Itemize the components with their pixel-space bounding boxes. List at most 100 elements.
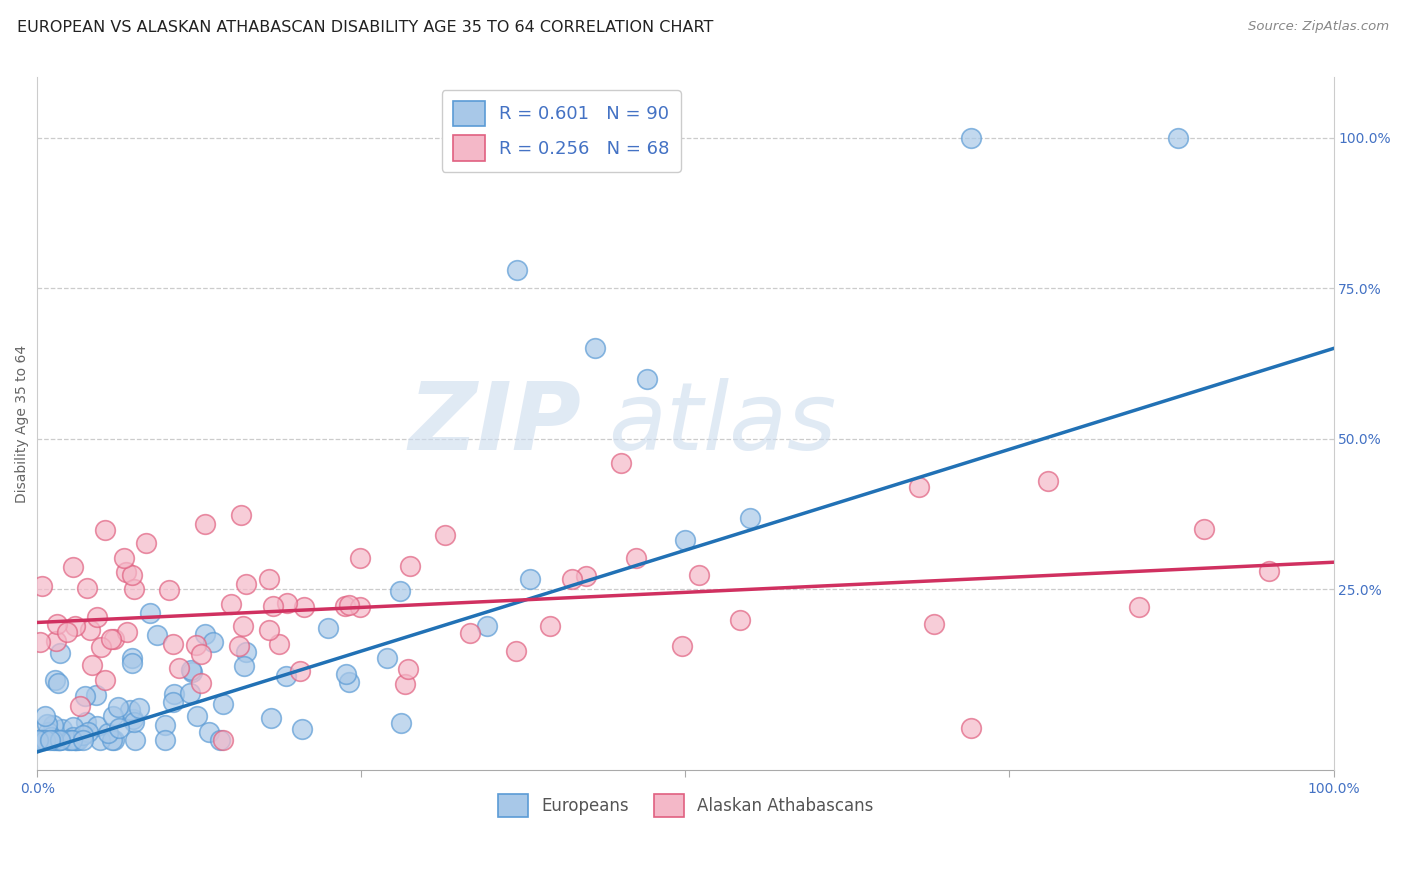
Point	[42, 718, 65, 732]
Point	[575, 568, 598, 582]
Point	[62, 720, 84, 734]
Text: ZIP: ZIP	[409, 377, 582, 470]
Point	[103, 732, 125, 747]
Point	[65, 618, 87, 632]
Point	[128, 701, 150, 715]
Point	[124, 732, 146, 747]
Point	[162, 695, 184, 709]
Point	[46, 676, 69, 690]
Point	[32, 732, 55, 747]
Point	[396, 662, 419, 676]
Point	[107, 699, 129, 714]
Point	[186, 709, 208, 723]
Point	[190, 647, 212, 661]
Point	[115, 566, 138, 580]
Point	[55, 624, 77, 639]
Point	[232, 619, 254, 633]
Point	[44, 732, 66, 747]
Point	[120, 703, 142, 717]
Point	[153, 718, 176, 732]
Point	[339, 675, 361, 690]
Point	[89, 732, 111, 747]
Point	[157, 582, 180, 597]
Point	[231, 508, 253, 523]
Point	[1257, 564, 1279, 578]
Point	[538, 619, 561, 633]
Point	[60, 732, 83, 747]
Text: Source: ZipAtlas.com: Source: ZipAtlas.com	[1249, 20, 1389, 33]
Point	[583, 342, 606, 356]
Point	[27, 732, 49, 747]
Point	[42, 732, 65, 747]
Point	[1167, 130, 1189, 145]
Point	[259, 624, 281, 638]
Point	[108, 721, 131, 735]
Point	[197, 725, 219, 739]
Point	[519, 572, 541, 586]
Point	[67, 732, 90, 747]
Point	[375, 650, 398, 665]
Point	[212, 732, 235, 747]
Point	[65, 732, 87, 747]
Point	[46, 617, 69, 632]
Point	[135, 536, 157, 550]
Point	[671, 639, 693, 653]
Point	[257, 572, 280, 586]
Point	[959, 721, 981, 735]
Point	[30, 732, 52, 747]
Point	[959, 130, 981, 145]
Point	[1192, 522, 1215, 536]
Point	[235, 645, 257, 659]
Point	[291, 722, 314, 736]
Point	[45, 634, 67, 648]
Point	[169, 661, 191, 675]
Point	[201, 635, 224, 649]
Point	[124, 582, 146, 597]
Point	[31, 732, 53, 747]
Legend: Europeans, Alaskan Athabascans: Europeans, Alaskan Athabascans	[491, 787, 880, 824]
Point	[58, 732, 80, 747]
Point	[728, 613, 751, 627]
Point	[63, 732, 86, 747]
Point	[228, 640, 250, 654]
Point	[181, 665, 204, 679]
Point	[388, 584, 411, 599]
Point	[44, 673, 66, 688]
Point	[75, 714, 97, 729]
Point	[101, 732, 124, 747]
Point	[39, 730, 62, 744]
Point	[51, 722, 73, 736]
Point	[399, 559, 422, 574]
Point	[434, 527, 457, 541]
Point	[121, 712, 143, 726]
Point	[139, 606, 162, 620]
Point	[335, 666, 357, 681]
Point	[636, 371, 658, 385]
Point	[335, 599, 357, 614]
Point	[34, 709, 56, 723]
Point	[624, 551, 647, 566]
Point	[276, 668, 298, 682]
Point	[505, 644, 527, 658]
Point	[49, 732, 72, 747]
Point	[146, 628, 169, 642]
Point	[194, 627, 217, 641]
Point	[80, 658, 103, 673]
Point	[394, 677, 416, 691]
Point	[77, 724, 100, 739]
Point	[73, 690, 96, 704]
Point	[72, 728, 94, 742]
Point	[30, 635, 52, 649]
Point	[190, 676, 212, 690]
Point	[316, 621, 339, 635]
Point	[115, 625, 138, 640]
Point	[389, 715, 412, 730]
Point	[121, 650, 143, 665]
Point	[31, 579, 53, 593]
Point	[179, 686, 201, 700]
Point	[49, 646, 72, 660]
Point	[34, 732, 56, 747]
Point	[45, 732, 67, 747]
Point	[35, 717, 58, 731]
Point	[162, 637, 184, 651]
